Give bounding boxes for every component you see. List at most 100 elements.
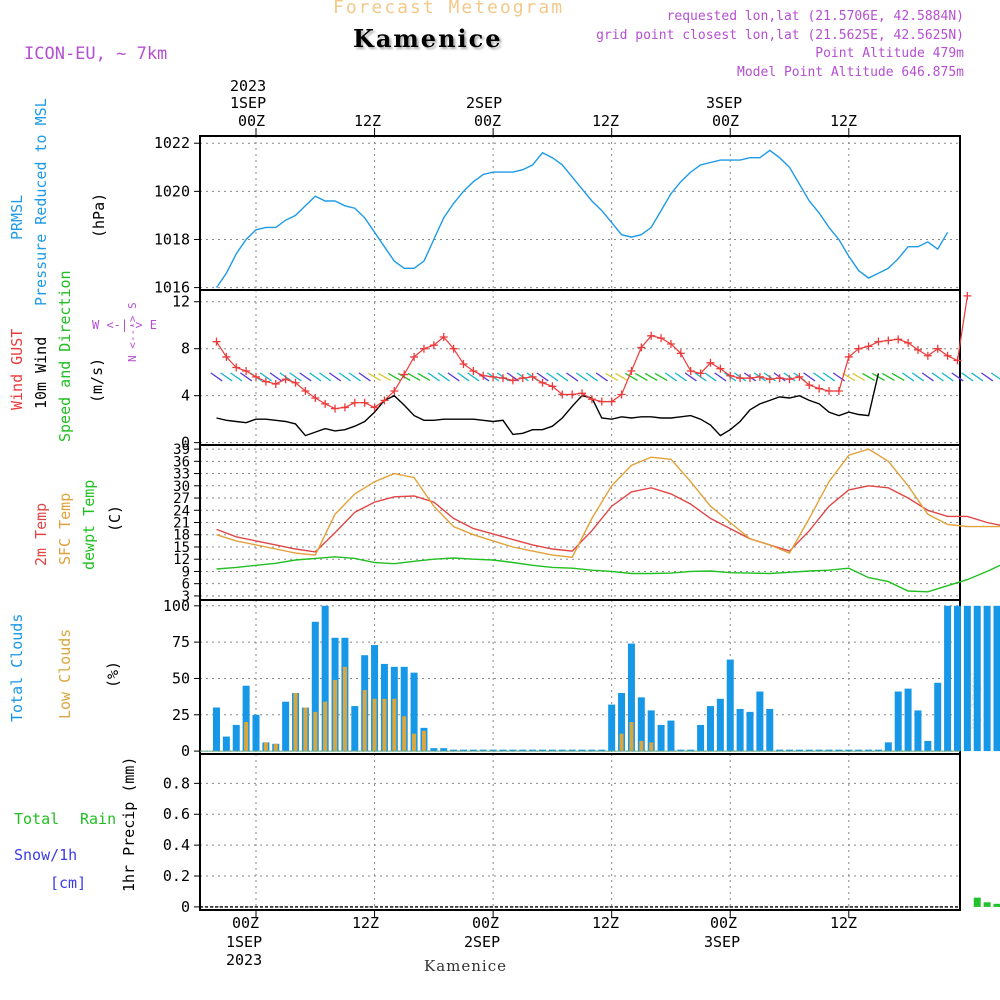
gust-marker-2 <box>232 363 241 372</box>
gust-marker-35 <box>558 390 567 399</box>
gust-marker-58 <box>785 375 794 384</box>
low-cloud-bar-20 <box>412 733 417 752</box>
wind-arrow-45 <box>694 372 707 382</box>
gust-marker-18 <box>390 386 399 395</box>
total-cloud-bar-29 <box>499 749 507 752</box>
gust-marker-10 <box>311 394 320 403</box>
top-hour-6: 12Z <box>830 112 858 130</box>
wind-arrow-61 <box>852 372 866 381</box>
wind-arrow-10 <box>348 372 361 382</box>
wind-arrow-52 <box>763 372 776 382</box>
ytick-label-3-0: 0 <box>181 742 190 760</box>
wind-arrow-74 <box>981 372 994 382</box>
low-cloud-bar-12 <box>333 679 338 752</box>
gust-marker-76 <box>963 291 972 300</box>
gust-marker-73 <box>933 344 942 353</box>
total-cloud-bar-10 <box>311 621 319 752</box>
ytick-label-4-2: 0.4 <box>163 836 190 854</box>
pressure-reduced-label: Pressure Reduced to MSL <box>32 98 50 306</box>
wind-arrow-35 <box>595 372 608 382</box>
total-cloud-bar-58 <box>786 749 794 752</box>
dewpt-label: dewpt Temp <box>80 479 98 570</box>
total-cloud-bar-21 <box>420 727 428 752</box>
ytick-label-0-3: 1022 <box>154 134 190 152</box>
panel-frame-3 <box>199 599 961 755</box>
wind-arrow-27 <box>516 372 529 382</box>
wind-arrow-46 <box>704 372 717 382</box>
ytick-label-2-1: 6 <box>182 577 190 593</box>
total-cloud-bar-4 <box>252 714 260 752</box>
gust-marker-29 <box>499 374 507 383</box>
panel-0: 1016 1018 1020 1022 <box>154 134 961 297</box>
gust-marker-68 <box>884 336 893 345</box>
total-cloud-bar-18 <box>390 666 398 752</box>
total-cloud-bar-72 <box>924 740 932 752</box>
panel-1: 0 4 8 12 <box>172 289 961 452</box>
gust-marker-65 <box>854 344 863 353</box>
gust-marker-60 <box>805 381 814 390</box>
wind-arrow-1 <box>259 372 272 382</box>
wind-arrow-71 <box>951 372 964 382</box>
low-cloud-bar-42 <box>629 722 634 752</box>
total-cloud-bar-19 <box>400 666 408 752</box>
total-cloud-bar-23 <box>440 748 448 752</box>
total-cloud-bar-30 <box>509 749 517 752</box>
low-cloud-bar-21 <box>421 730 426 752</box>
gust-marker-67 <box>874 337 883 346</box>
wind-arrow-31 <box>556 372 569 382</box>
gust-marker-75 <box>953 356 962 365</box>
gust-marker-74 <box>943 351 952 360</box>
wind-arrow-53 <box>773 372 786 382</box>
wind-arrow-5 <box>299 372 312 382</box>
wind-arrow-55 <box>793 372 806 382</box>
wind-arrow-17 <box>417 372 431 381</box>
total-cloud-bar-17 <box>380 663 388 752</box>
wind-arrow-2 <box>269 372 282 382</box>
total-cloud-bar-6 <box>272 743 280 752</box>
wind-arrow-9 <box>338 372 352 382</box>
total-cloud-bar-52 <box>726 659 734 752</box>
total-cloud-bar-31 <box>519 749 527 752</box>
total-cloud-bar-20 <box>410 672 418 752</box>
ytick-label-2-2: 9 <box>182 564 190 580</box>
low-cloud-bar-44 <box>649 742 654 752</box>
wind-arrow-67 <box>911 372 925 382</box>
ytick-label-3-4: 100 <box>163 597 190 615</box>
meteogram-title: Forecast Meteogram <box>333 0 565 18</box>
total-cloud-bar-56 <box>766 708 774 752</box>
requested-coords: requested lon,lat (21.5706E, 42.5884N) <box>666 9 964 24</box>
total-cloud-bar-33 <box>539 749 547 752</box>
wind-arrow-0 <box>249 372 263 382</box>
total-cloud-bar-53 <box>736 708 744 752</box>
top-hour-1: 00Z <box>238 112 266 130</box>
wind-arrow-64 <box>881 372 895 381</box>
ytick-label-0-0: 1016 <box>154 279 190 297</box>
wind-arrow-20 <box>447 372 460 382</box>
total-cloud-bar-7 <box>282 701 290 752</box>
gust-marker-21 <box>419 344 428 353</box>
wind-arrow-23 <box>477 372 490 382</box>
ytick-label-4-4: 0.8 <box>163 774 190 792</box>
wind-arrow-59 <box>832 372 846 382</box>
bottom-year: 2023 <box>226 951 263 969</box>
total-cloud-bar-60 <box>805 749 813 752</box>
ytick-label-4-1: 0.2 <box>163 867 190 885</box>
total-cloud-bar-51 <box>716 698 724 752</box>
top-day-3: 3SEP <box>706 94 743 112</box>
wind-arrow-58 <box>822 372 836 382</box>
prmsl-label: PRMSL <box>8 194 26 240</box>
wind-arrow-29 <box>536 372 549 382</box>
gust-marker-14 <box>350 398 359 407</box>
wind-arrow-19 <box>437 372 450 382</box>
gust-marker-66 <box>864 342 873 351</box>
total-cloud-bar-8 <box>292 692 300 752</box>
ytick-label-1-1: 4 <box>181 387 190 405</box>
ytick-label-2-0: 3 <box>182 589 190 605</box>
total-cloud-bar-36 <box>568 749 576 752</box>
gust-marker-36 <box>568 390 577 399</box>
wind-arrow-6 <box>309 372 322 382</box>
wind-arrow-28 <box>526 372 539 382</box>
gust-marker-11 <box>321 399 330 408</box>
